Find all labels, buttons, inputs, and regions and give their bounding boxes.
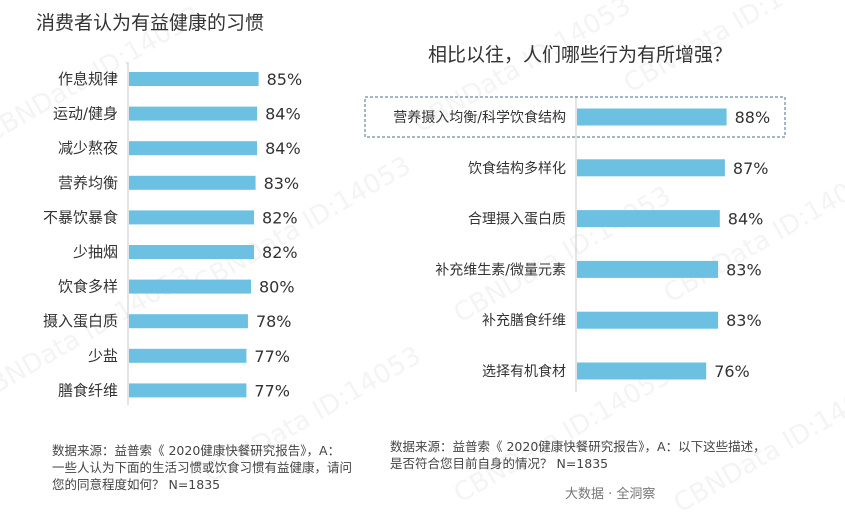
right-chart-category-label: 选择有机食材 (482, 363, 566, 380)
left-chart-category-label: 作息规律 (58, 70, 118, 88)
left-chart-value-label: 82% (262, 243, 298, 262)
left-chart-category-label: 摄入蛋白质 (43, 312, 118, 330)
left-chart-title: 消费者认为有益健康的习惯 (36, 12, 265, 34)
right-chart-value-label: 87% (733, 159, 769, 178)
left-chart-bar (129, 348, 247, 363)
right-chart-bar (577, 210, 720, 228)
left-chart-category-label: 少抽烟 (73, 243, 118, 261)
left-chart-value-label: 84% (265, 139, 301, 158)
left-chart-value-label: 84% (265, 105, 301, 124)
left-chart-value-label: 78% (256, 312, 292, 331)
right-chart-value-label: 84% (728, 210, 764, 229)
right-chart-category-label: 饮食结构多样化 (468, 160, 566, 177)
left-chart-category-label: 营养均衡 (58, 174, 118, 192)
left-chart-bar (129, 141, 258, 156)
left-chart-bar (129, 383, 247, 398)
left-chart-value-label: 83% (264, 174, 300, 193)
left-chart-bar (129, 279, 251, 294)
left-chart-bar (129, 314, 248, 329)
right-chart-category-label: 补充膳食纤维 (482, 312, 566, 329)
left-chart-value-label: 77% (254, 347, 290, 366)
right-chart-value-label: 88% (735, 108, 771, 127)
left-chart-value-label: 85% (267, 70, 303, 89)
left-chart-value-label: 77% (254, 381, 290, 400)
right-chart-title: 相比以往，人们哪些行为有所增强？ (428, 44, 733, 66)
left-chart-category-label: 饮食多样 (58, 278, 118, 296)
right-chart-bar (577, 362, 707, 380)
left-chart-category-label: 膳食纤维 (58, 381, 118, 399)
left-chart-bar (129, 106, 258, 121)
right-chart-bar (577, 260, 719, 278)
right-chart-source-note: 数据来源：益普索《 2020健康快餐研究报告》，A：以下这些描述，是否符合您目前… (390, 439, 766, 471)
left-chart-value-label: 82% (262, 208, 298, 227)
left-chart-category-label: 少盐 (88, 347, 118, 365)
brand-slogan: 大数据 · 全洞察 (565, 487, 656, 502)
left-chart-bar (129, 210, 255, 225)
right-chart-category-label: 补充维生素/微量元素 (435, 262, 566, 278)
right-chart-value-label: 76% (714, 362, 750, 381)
left-chart-value-label: 80% (259, 278, 295, 297)
left-chart-bar (129, 175, 256, 190)
right-chart-value-label: 83% (726, 311, 762, 330)
left-chart-bar (129, 72, 259, 86)
left-chart-category-label: 运动/健身 (53, 105, 118, 123)
left-chart-category-label: 不暴饮暴食 (43, 208, 118, 226)
right-chart-bar (577, 159, 725, 177)
left-chart-source-note: 数据来源：益普索《 2020健康快餐研究报告》，A：一些人认为下面的生活习惯或饮… (52, 443, 353, 492)
right-chart-bar (577, 108, 727, 126)
right-chart-bar (577, 311, 719, 329)
left-chart-bar (129, 245, 255, 259)
right-chart-value-label: 83% (726, 260, 762, 279)
right-chart-category-label: 营养摄入均衡/科学饮食结构 (393, 109, 566, 126)
left-chart-category-label: 减少熬夜 (58, 139, 118, 157)
right-chart-category-label: 合理摄入蛋白质 (468, 212, 566, 228)
right-chart-highlight-box (364, 96, 786, 138)
